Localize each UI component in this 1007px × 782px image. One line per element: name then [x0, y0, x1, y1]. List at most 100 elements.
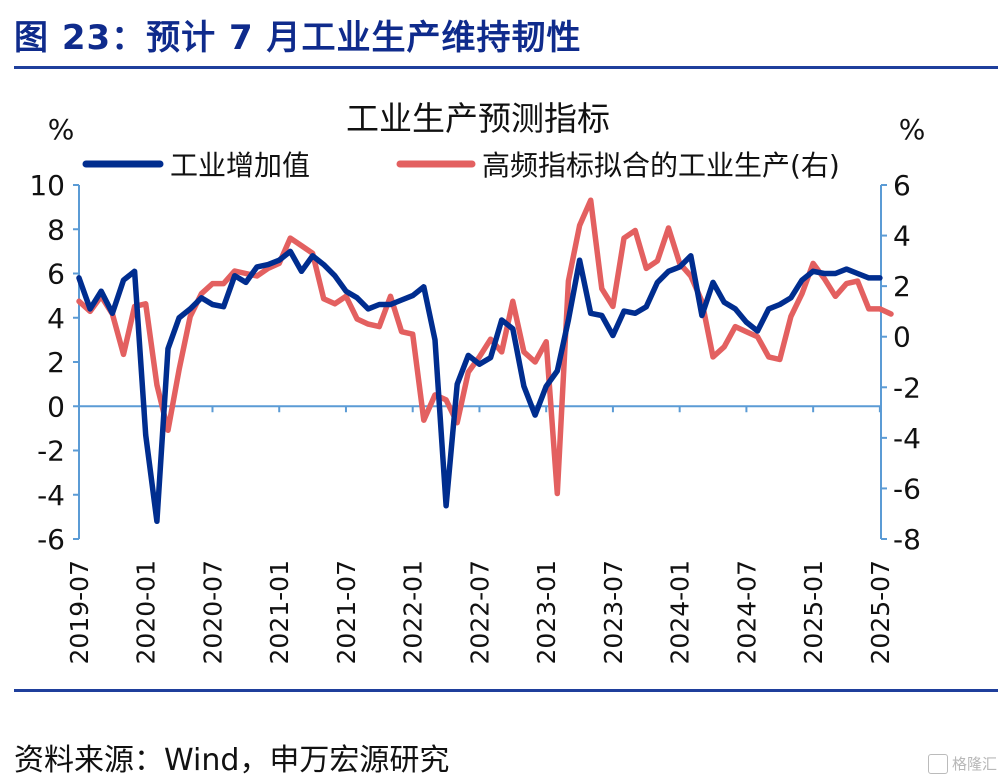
data-point: [690, 275, 692, 277]
data-point: [356, 297, 358, 299]
x-axis-tick-label: 2025-07: [866, 560, 895, 664]
data-point: [567, 319, 570, 321]
data-point: [756, 330, 759, 332]
data-point: [779, 303, 781, 306]
data-point: [434, 339, 436, 341]
data-point: [300, 270, 303, 273]
data-point: [200, 297, 203, 299]
data-point: [423, 286, 425, 288]
data-point: [156, 520, 158, 523]
data-point: [534, 361, 536, 363]
data-point: [667, 227, 670, 229]
data-point: [144, 303, 147, 305]
data-point: [144, 434, 147, 436]
data-point: [445, 399, 447, 401]
right-axis-tick-label: 6: [893, 169, 911, 202]
left-axis-tick-label: 8: [47, 213, 65, 246]
data-point: [779, 358, 781, 361]
data-point: [856, 272, 859, 275]
legend: 工业增加值 高频指标拟合的工业生产(右): [82, 149, 840, 182]
data-point: [334, 274, 336, 277]
data-point: [311, 255, 314, 257]
series-line-2: [76, 197, 894, 497]
left-axis-tick-label: 2: [47, 346, 65, 379]
data-point: [189, 315, 191, 318]
watermark-text: 格隆汇: [951, 755, 997, 773]
data-point: [879, 308, 881, 310]
data-point: [667, 270, 670, 273]
data-point: [801, 279, 803, 281]
data-point: [245, 272, 247, 275]
data-point: [734, 308, 737, 310]
data-point: [467, 371, 470, 373]
data-point: [89, 308, 91, 310]
x-axis-tick-label: 2020-01: [132, 560, 161, 664]
data-point: [222, 282, 225, 285]
legend-label-1: 工业增加值: [170, 149, 310, 182]
right-axis-tick-label: -4: [893, 422, 921, 455]
data-point: [478, 356, 481, 358]
data-point: [734, 325, 737, 328]
data-point: [812, 262, 814, 265]
data-point: [623, 237, 625, 239]
data-point: [556, 370, 559, 372]
data-point: [345, 295, 347, 298]
data-point: [211, 303, 214, 306]
data-point: [723, 346, 725, 348]
left-axis-tick-label: 10: [29, 169, 65, 202]
data-point: [634, 312, 636, 315]
data-point: [411, 294, 414, 297]
data-point: [167, 429, 169, 432]
data-point: [245, 281, 247, 284]
x-axis-tick-label: 2021-07: [332, 560, 361, 664]
data-point: [500, 319, 503, 321]
data-point: [512, 328, 514, 330]
bottom-rule: [14, 689, 998, 692]
data-point: [701, 314, 703, 317]
data-point: [156, 384, 158, 386]
data-point: [122, 353, 125, 356]
data-point: [545, 385, 547, 388]
left-axis-tick-label: -6: [37, 523, 65, 556]
data-point: [712, 356, 714, 358]
data-point: [545, 341, 547, 343]
right-axis-tick-label: -8: [893, 523, 921, 556]
data-point: [278, 259, 281, 262]
data-point: [334, 303, 336, 305]
data-point: [578, 224, 581, 227]
x-axis-tick-label: 2022-07: [465, 560, 494, 664]
data-point: [200, 292, 203, 295]
top-rule: [14, 66, 998, 69]
data-point: [645, 267, 648, 270]
data-point: [834, 272, 837, 275]
data-point: [367, 323, 370, 325]
data-point: [367, 308, 370, 310]
right-axis-tick-label: 4: [893, 220, 911, 253]
watermark-logo-icon: [927, 753, 948, 774]
data-point: [623, 310, 625, 312]
x-axis-tick-label: 2024-07: [732, 560, 761, 664]
data-point: [378, 325, 381, 328]
data-point: [423, 419, 425, 422]
data-point: [133, 270, 136, 273]
data-point: [122, 279, 125, 281]
x-axis-tick-label: 2019-07: [65, 560, 94, 664]
data-point: [868, 308, 870, 310]
x-axis-tick-label: 2023-01: [532, 560, 561, 664]
data-point: [645, 305, 648, 308]
left-axis-unit: %: [48, 113, 75, 146]
axes: -6 -4 -2 0 2 4 6 8 10 -8 -6 -4 -2 0 2 4 6 2019-07 2020-01 2…: [29, 169, 921, 664]
data-point: [845, 268, 848, 270]
data-point: [723, 301, 725, 304]
data-point: [267, 267, 269, 270]
left-axis-tick-label: 0: [47, 390, 65, 423]
data-point: [790, 315, 792, 318]
data-point: [745, 330, 748, 333]
data-point: [567, 280, 570, 282]
data-point: [100, 290, 102, 293]
data-point: [690, 255, 692, 257]
right-axis-tick-label: -2: [893, 371, 921, 404]
left-axis-tick-label: -4: [37, 479, 65, 512]
data-point: [767, 308, 770, 310]
left-axis-tick-label: -2: [37, 435, 65, 468]
